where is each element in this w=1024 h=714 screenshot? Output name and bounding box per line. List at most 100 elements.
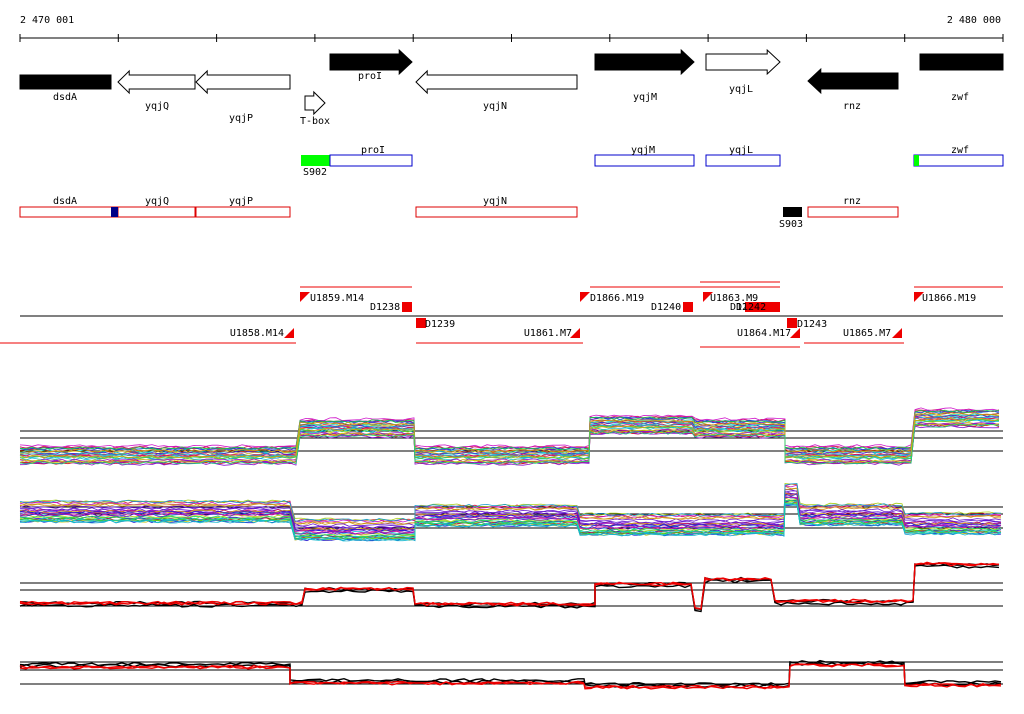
expression-line <box>19 562 1000 610</box>
feature-box <box>683 302 693 312</box>
gene-label: dsdA <box>53 92 77 103</box>
feature-flag <box>284 328 294 338</box>
track-label: yqjM <box>631 145 655 156</box>
ruler-end: 2 480 000 <box>947 15 1001 26</box>
gene-arrow <box>919 53 1004 71</box>
blue-box <box>594 154 695 167</box>
expression-line <box>19 409 1000 450</box>
expression-line <box>19 413 1000 455</box>
expression-line <box>19 409 1000 451</box>
gene-arrow <box>304 90 326 116</box>
expression-line <box>20 418 1000 460</box>
gene-arrow <box>329 48 413 76</box>
expression-line <box>19 499 1002 538</box>
feature-label: U1865.M7 <box>843 328 891 339</box>
gene-arrow <box>807 67 899 95</box>
expression-line <box>19 425 1000 466</box>
track-label: yqjN <box>483 196 507 207</box>
feature-flag <box>300 292 310 302</box>
gene-label: zwf <box>951 92 969 103</box>
expression-line <box>19 409 1000 451</box>
gene-arrow <box>705 48 781 76</box>
gene-label: yqjP <box>229 113 253 124</box>
gene-label: rnz <box>843 101 861 112</box>
red-box <box>807 206 899 218</box>
blue-box <box>913 154 1004 167</box>
red-box <box>415 206 578 218</box>
gene-label: yqjM <box>633 92 657 103</box>
gene-label: T-box <box>300 116 330 127</box>
feature-label: D1240 <box>651 302 681 313</box>
feature-flag <box>703 292 713 302</box>
track-label: yqjL <box>729 145 753 156</box>
expression-line <box>19 490 1002 529</box>
feature-label: D1866.M19 <box>590 293 644 304</box>
expression-line <box>19 503 1002 542</box>
feature-box <box>787 318 797 328</box>
expression-line <box>19 408 1000 450</box>
feature-flag <box>790 328 800 338</box>
expression-line <box>19 417 1000 458</box>
expression-line <box>20 415 1000 457</box>
feature-label: D1242 <box>736 302 766 313</box>
expression-line <box>19 482 1002 522</box>
feature-label: D1239 <box>425 319 455 330</box>
gene-label: proI <box>358 71 382 82</box>
signal-box <box>914 155 919 166</box>
feature-label: U1858.M14 <box>230 328 284 339</box>
expression-line <box>19 659 1002 687</box>
signal-box <box>301 155 330 166</box>
feature-label: U1866.M19 <box>922 293 976 304</box>
marker <box>111 207 118 217</box>
expression-line <box>19 414 1000 456</box>
gene-label: yqjL <box>729 84 753 95</box>
expression-line <box>19 423 1000 464</box>
feature-flag <box>914 292 924 302</box>
expression-line <box>19 492 1002 532</box>
feature-label: U1861.M7 <box>524 328 572 339</box>
expression-line <box>19 564 1000 613</box>
expression-line <box>19 423 1000 465</box>
gene-arrow <box>117 69 196 95</box>
track-label: S902 <box>303 167 327 178</box>
gene-arrow <box>19 74 112 90</box>
red-box <box>19 206 119 218</box>
blue-box <box>329 154 413 167</box>
expression-line <box>19 422 1000 464</box>
expression-line <box>19 492 1002 532</box>
gene-label: yqjQ <box>145 101 169 112</box>
feature-label: U1863.M9 <box>710 293 758 304</box>
expression-line <box>19 487 1002 525</box>
gene-arrow <box>594 48 695 76</box>
signal-box <box>783 207 802 217</box>
gene-arrow <box>415 69 578 95</box>
blue-box <box>705 154 781 167</box>
expression-line <box>20 411 1000 453</box>
expression-line <box>19 417 1000 459</box>
track-label: S903 <box>779 219 803 230</box>
gene-arrow <box>195 69 291 95</box>
track-label: yqjQ <box>145 196 169 207</box>
feature-label: U1859.M14 <box>310 293 364 304</box>
expression-line <box>19 407 1000 449</box>
expression-line <box>19 663 1002 690</box>
track-label: rnz <box>843 196 861 207</box>
feature-flag <box>892 328 902 338</box>
track-label: yqjP <box>229 196 253 207</box>
feature-label: U1864.M17 <box>737 328 791 339</box>
feature-box <box>416 318 426 328</box>
feature-box <box>402 302 412 312</box>
gene-label: yqjN <box>483 101 507 112</box>
expression-line <box>19 483 1002 522</box>
expression-line <box>19 495 1002 535</box>
expression-line <box>19 561 1000 610</box>
track-label: zwf <box>951 145 969 156</box>
expression-line <box>19 500 1002 540</box>
expression-line <box>19 503 1002 542</box>
feature-box <box>745 302 780 312</box>
red-box <box>117 206 196 218</box>
track-label: proI <box>361 145 385 156</box>
feature-flag <box>580 292 590 302</box>
feature-flag <box>570 328 580 338</box>
